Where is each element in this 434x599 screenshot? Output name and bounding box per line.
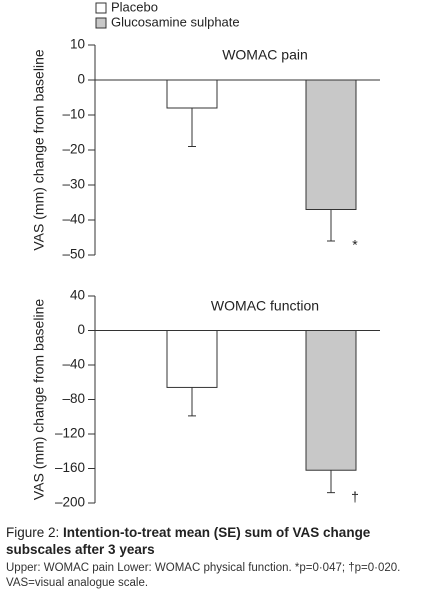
caption-title: Intention-to-treat mean (SE) sum of VAS … (6, 525, 371, 557)
y-tick-label: 0 (77, 72, 85, 87)
annotation: † (351, 488, 359, 504)
y-tick-label: –40 (62, 212, 85, 227)
y-tick-label: –200 (55, 495, 85, 510)
error-bar (188, 108, 196, 147)
caption-note: Upper: WOMAC pain Lower: WOMAC physical … (6, 562, 401, 589)
bar (305, 79, 357, 210)
legend-swatch (95, 2, 107, 14)
chart-title: WOMAC pain (222, 47, 308, 63)
y-tick-label: –10 (62, 107, 85, 122)
y-tick-label: –160 (55, 460, 85, 475)
y-tick-label: –20 (62, 142, 85, 157)
y-axis-label: VAS (mm) change from baseline (31, 299, 47, 500)
error-bar (327, 470, 335, 494)
annotation: * (352, 237, 358, 253)
bar (166, 79, 218, 109)
bar (305, 330, 357, 471)
error-bar (188, 387, 196, 417)
y-axis-label: VAS (mm) change from baseline (31, 49, 47, 250)
y-tick-label: –30 (62, 177, 85, 192)
legend-label: Glucosamine sulphate (111, 14, 240, 29)
y-tick-label: 0 (77, 322, 85, 337)
y-tick-label: 10 (70, 37, 85, 52)
bar (166, 330, 218, 388)
y-tick-label: –40 (62, 357, 85, 372)
caption-label: Figure 2: (6, 525, 60, 540)
caption-heading: Figure 2: Intention-to-treat mean (SE) s… (6, 524, 430, 558)
error-bar (327, 209, 335, 242)
legend-label: Placebo (111, 0, 158, 14)
caption: Figure 2: Intention-to-treat mean (SE) s… (6, 524, 430, 591)
y-tick-label: –50 (62, 247, 85, 262)
chart-title: WOMAC function (211, 298, 319, 314)
y-tick-label: –80 (62, 391, 85, 406)
y-tick-label: –120 (55, 426, 85, 441)
y-tick-label: 40 (70, 288, 85, 303)
legend-swatch (95, 17, 107, 29)
